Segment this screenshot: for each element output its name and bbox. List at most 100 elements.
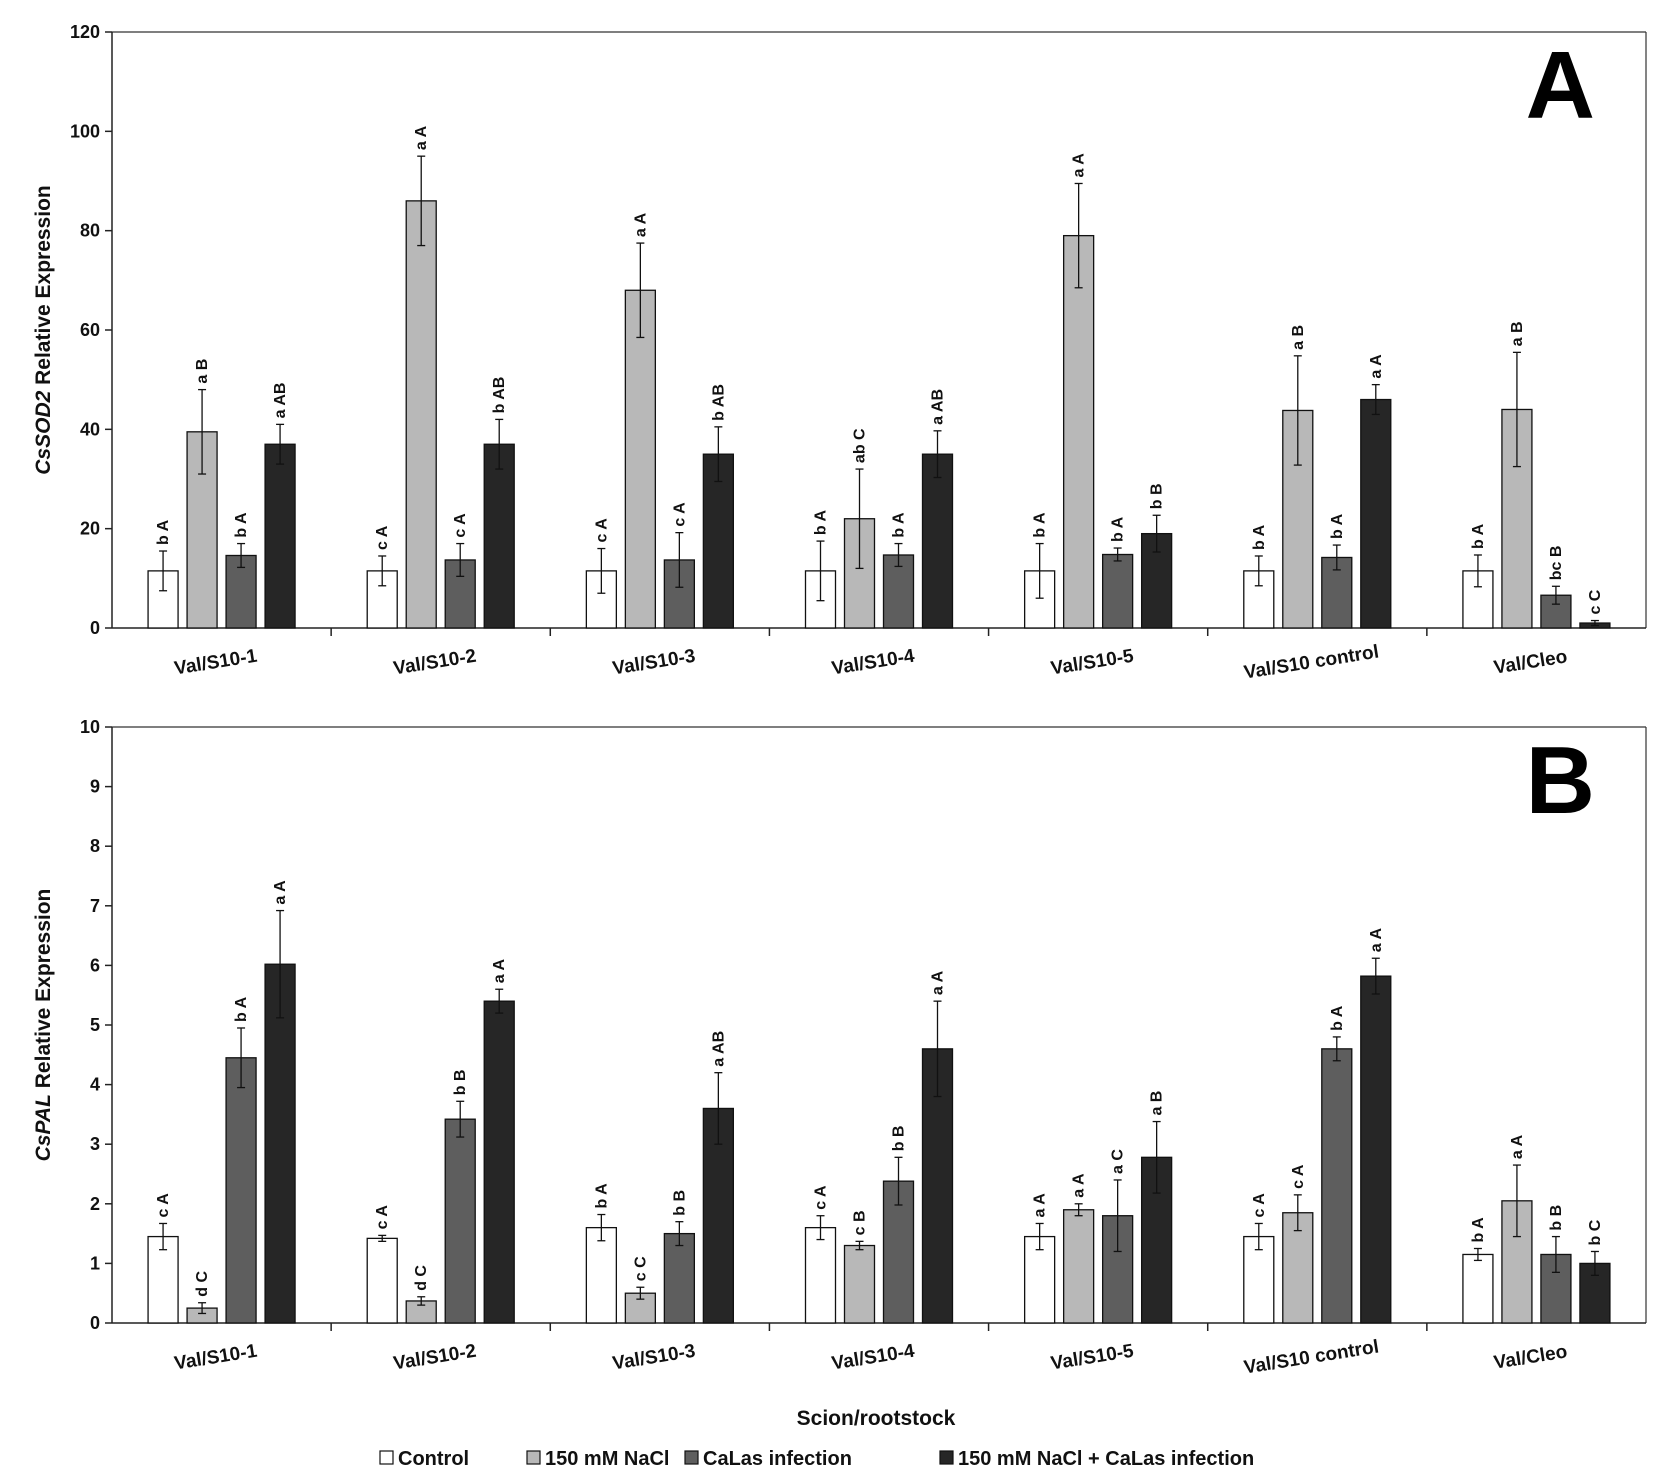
y-tick-label: 5 <box>90 1015 100 1035</box>
sig-label-b-3-1: c B <box>852 1210 869 1235</box>
panel-a-chart: 0 20 40 60 80 100 120 CsSOD2 Relative Expressio… <box>32 22 1647 684</box>
sig-label-b-0-0: c A <box>155 1193 172 1218</box>
sig-label-b-4-3: a B <box>1149 1091 1166 1116</box>
bar-b-1-3 <box>483 1000 515 1324</box>
sig-label-a-0-3: a AB <box>272 383 289 419</box>
bar-b-2-0 <box>585 1226 618 1324</box>
bar-b-0-3 <box>264 963 296 1324</box>
bar-a-2-3 <box>702 453 735 629</box>
sig-label-b-2-3: a AB <box>710 1031 727 1067</box>
legend-label-1: 150 mM NaCl <box>545 1448 670 1470</box>
sig-label-a-1-0: c A <box>374 525 391 550</box>
sig-label-a-4-3: b B <box>1149 483 1166 509</box>
sig-label-a-2-2: c A <box>671 502 688 527</box>
y-tick-label: 4 <box>90 1075 100 1095</box>
bar-b-0-0 <box>147 1235 179 1324</box>
y-tick-label: 0 <box>90 618 100 638</box>
bar-a-1-1 <box>405 200 437 629</box>
sig-label-a-3-2: b A <box>891 512 908 538</box>
x-axis-title: Scion/rootstock <box>797 1407 956 1430</box>
category-label: Val/Cleo <box>1492 1341 1568 1373</box>
y-axis-title-rest: Relative Expression <box>32 889 55 1094</box>
category-label: Val/S10-5 <box>1049 646 1135 680</box>
y-axis-title-gene: CsPAL <box>32 1094 55 1161</box>
sig-label-b-5-0: c A <box>1251 1193 1268 1218</box>
y-tick-label: 80 <box>80 221 100 241</box>
sig-label-b-4-2: a C <box>1110 1149 1127 1174</box>
y-axis-title-rest: Relative Expression <box>32 185 55 390</box>
y-tick-label: 3 <box>90 1134 100 1154</box>
category-label: Val/S10-4 <box>830 1341 916 1375</box>
category-label: Val/S10-2 <box>392 1341 478 1375</box>
y-axis-title-gene: CsSOD2 <box>32 390 55 474</box>
sig-label-b-2-1: c C <box>632 1256 649 1281</box>
bar-a-2-1 <box>624 289 657 629</box>
bar-b-1-0 <box>366 1237 398 1324</box>
sig-label-b-1-3: a A <box>491 958 508 983</box>
y-tick-label: 9 <box>90 777 100 797</box>
sig-label-a-5-0: b A <box>1251 524 1268 550</box>
bar-a-1-3 <box>483 443 515 629</box>
bar-b-4-1 <box>1062 1209 1095 1324</box>
legend: Control 150 mM NaCl CaLas infection 150 mM … <box>379 1448 1254 1470</box>
sig-label-b-4-0: a A <box>1032 1193 1049 1218</box>
sig-label-b-6-0: b A <box>1470 1217 1487 1243</box>
category-label: Val/S10-1 <box>173 1341 259 1375</box>
category-label: Val/S10-2 <box>392 646 478 680</box>
sig-label-b-1-1: d C <box>413 1265 430 1291</box>
sig-label-a-3-1: ab C <box>852 428 869 463</box>
y-tick-label: 2 <box>90 1194 100 1214</box>
y-tick-label: 1 <box>90 1253 100 1273</box>
bar-b-5-3 <box>1360 975 1392 1324</box>
sig-label-b-3-0: c A <box>813 1185 830 1210</box>
bar-a-5-3 <box>1360 398 1392 629</box>
panel-letter: B <box>1526 727 1595 834</box>
sig-label-a-2-0: c A <box>593 518 610 543</box>
bar-b-0-2 <box>225 1057 257 1324</box>
category-label: Val/Cleo <box>1492 646 1568 678</box>
y-tick-label: 120 <box>70 22 100 42</box>
sig-label-b-6-2: b B <box>1548 1205 1565 1231</box>
sig-label-a-4-0: b A <box>1032 512 1049 538</box>
sig-label-a-0-1: a B <box>194 359 211 384</box>
category-label: Val/S10-3 <box>611 1341 697 1375</box>
sig-label-b-6-1: a A <box>1509 1134 1526 1159</box>
bar-b-1-2 <box>444 1118 476 1324</box>
sig-label-b-5-2: b A <box>1329 1005 1346 1031</box>
category-label: Val/S10-3 <box>611 646 697 680</box>
bar-b-5-2 <box>1321 1048 1353 1324</box>
sig-label-a-2-1: a A <box>632 212 649 237</box>
sig-label-b-0-2: b A <box>233 996 250 1022</box>
y-tick-label: 40 <box>80 419 100 439</box>
legend-swatch-1 <box>526 1450 541 1465</box>
category-label: Val/S10-4 <box>830 646 916 680</box>
sig-label-a-4-1: a A <box>1071 153 1088 178</box>
bar-a-0-3 <box>264 443 296 629</box>
y-axis-title: CsSOD2 Relative Expression <box>32 185 55 474</box>
panel-b-chart: 0 1 2 3 4 5 6 7 8 9 10 CsPAL Relative Expression Bc … <box>32 717 1647 1379</box>
sig-label-b-1-0: c A <box>374 1205 391 1230</box>
bar-b-3-1 <box>843 1244 876 1324</box>
y-tick-label: 10 <box>80 717 100 737</box>
category-label: Val/S10-1 <box>173 646 259 680</box>
y-tick-label: 20 <box>80 519 100 539</box>
sig-label-b-6-3: b C <box>1587 1219 1604 1245</box>
sig-label-a-5-2: b A <box>1329 513 1346 539</box>
sig-label-a-1-1: a A <box>413 125 430 150</box>
y-tick-label: 8 <box>90 836 100 856</box>
bar-b-2-2 <box>663 1232 696 1324</box>
sig-label-b-5-1: c A <box>1290 1164 1307 1189</box>
y-tick-label: 7 <box>90 896 100 916</box>
sig-label-b-3-2: b B <box>891 1126 908 1152</box>
sig-label-a-1-2: c A <box>452 513 469 538</box>
legend-label-2: CaLas infection <box>703 1448 852 1470</box>
sig-label-a-4-2: b A <box>1110 516 1127 542</box>
sig-label-b-2-2: b B <box>671 1190 688 1216</box>
sig-label-b-0-3: a A <box>272 880 289 905</box>
sig-label-a-3-3: a AB <box>930 389 947 425</box>
panel-letter: A <box>1526 32 1595 139</box>
sig-label-a-6-3: c C <box>1587 589 1604 614</box>
legend-swatch-2 <box>684 1450 699 1465</box>
bar-a-3-3 <box>921 453 954 629</box>
